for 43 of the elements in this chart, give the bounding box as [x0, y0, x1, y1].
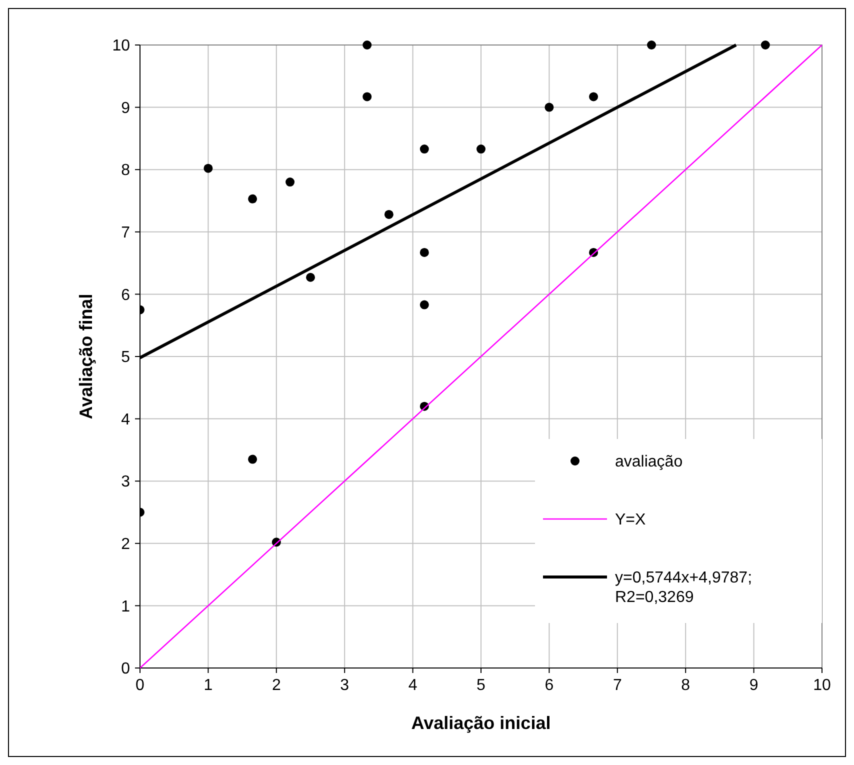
point	[384, 210, 394, 219]
y-tick-label: 4	[121, 411, 130, 428]
legend-label: avaliação	[615, 454, 683, 471]
point	[362, 92, 372, 102]
point	[420, 248, 429, 257]
x-tick-label: 10	[813, 677, 831, 694]
y-axis-title: Avaliação final	[76, 294, 96, 420]
y-tick-label: 8	[121, 162, 130, 180]
point	[204, 164, 213, 173]
y-tick-label: 0	[121, 660, 130, 678]
y-tick-label: 9	[121, 100, 130, 117]
legend-label: y=0,5744x+4,9787; R2=0,3269	[615, 570, 752, 606]
y-tick-label: 1	[121, 598, 130, 616]
y-tick-label: 10	[112, 38, 130, 55]
point	[248, 194, 258, 204]
x-tick-label: 4	[408, 677, 418, 694]
x-tick-label: 1	[204, 677, 213, 694]
y-tick-label: 6	[121, 286, 130, 304]
x-tick-label: 8	[681, 677, 690, 694]
x-tick-label: 5	[476, 677, 486, 694]
point	[362, 40, 372, 50]
x-tick-label: 9	[749, 677, 758, 694]
point	[286, 178, 295, 187]
y-tick-label: 3	[121, 474, 130, 491]
point	[476, 144, 486, 154]
legend-label: Y=X	[615, 512, 646, 529]
x-tick-label: 2	[272, 677, 281, 694]
y-tick-label: 2	[121, 536, 130, 553]
x-tick-label: 0	[136, 677, 145, 694]
x-tick-label: 7	[612, 677, 622, 694]
point	[306, 272, 315, 282]
point	[589, 92, 598, 102]
x-tick-label: 6	[544, 677, 554, 694]
point	[544, 102, 554, 112]
point	[647, 40, 656, 50]
y-tick-label: 5	[121, 349, 130, 366]
point	[420, 144, 429, 154]
y-tick-label: 7	[121, 224, 130, 242]
x-tick-label: 3	[340, 677, 350, 694]
point	[420, 300, 429, 310]
x-axis-title: Avaliação inicial	[411, 713, 551, 733]
point	[248, 454, 258, 464]
point	[760, 40, 770, 50]
